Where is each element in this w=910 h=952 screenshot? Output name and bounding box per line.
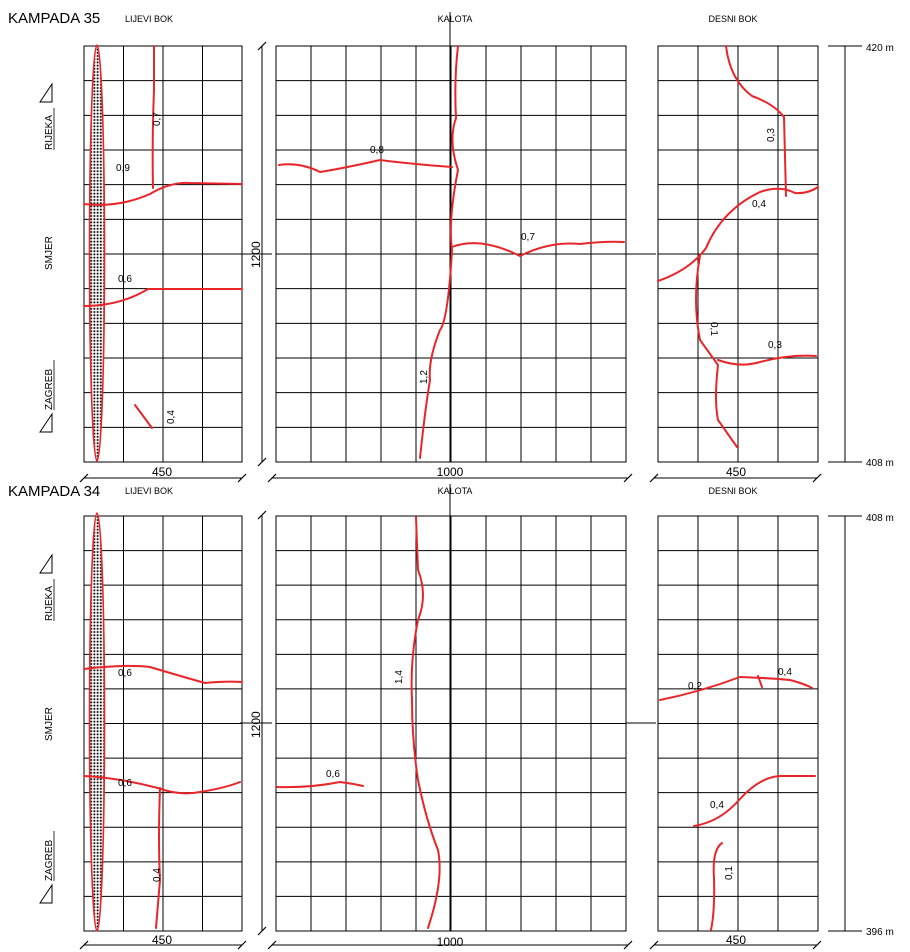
kampada-34-left-title: LIJEVI BOK [125, 486, 173, 496]
kampada-35-direction-legend: RIJEKA SMJER ZAGREB [39, 82, 55, 433]
crack-width-label: 0,8 [370, 145, 384, 156]
kampada-35-left-grid [83, 45, 243, 463]
kampada-35-crack-labels: 0,7 0,9 0,6 0,4 0,8 0,7 1,2 0,3 0,4 0,1 … [116, 112, 782, 424]
kampada-34-shotcrete-zone [88, 512, 106, 932]
arrow-up-icon [39, 553, 53, 574]
crack [757, 675, 763, 688]
crack [278, 158, 453, 174]
kampada-34-chainage-top: 408 m [866, 513, 894, 524]
kampada-35-height-label: 1200 [249, 241, 263, 268]
crack [451, 240, 625, 258]
crack-width-label: 0,7 [152, 112, 163, 126]
kampada-34-left-grid [83, 515, 243, 932]
crack [695, 255, 738, 448]
crack-width-label: 0,4 [166, 410, 177, 424]
kampada-35-shotcrete-zone [88, 44, 106, 462]
crack [657, 186, 819, 282]
crack-width-label: 0,2 [688, 681, 702, 692]
arrow-up-icon [39, 82, 53, 103]
arrow-down-icon [39, 412, 53, 433]
kampada-34-width-dimensions: 450 1000 450 [79, 933, 822, 950]
crack-width-label: 0,1 [708, 322, 719, 336]
kampada-35-right-width: 450 [726, 465, 746, 479]
kampada-34-height-label: 1200 [249, 711, 263, 738]
crack [155, 787, 162, 929]
crack-width-label: 0,4 [752, 199, 766, 210]
kampada-35-chainage-top: 420 m [866, 43, 894, 54]
rijeka-label: RIJEKA [44, 115, 55, 150]
crack [419, 45, 460, 459]
crack-width-label: 0,3 [768, 340, 782, 351]
kampada-34-right-width: 450 [726, 933, 746, 947]
kampada-35-cracks [83, 45, 819, 459]
kampada-35-right-grid [657, 45, 819, 463]
crack [693, 775, 816, 827]
kampada-34-chainage-bottom: 396 m [866, 927, 894, 938]
kampada-34-center-width: 1000 [437, 935, 464, 949]
kampada-35-width-dimensions: 450 1000 450 [79, 465, 822, 483]
kampada-34-cracks [83, 516, 816, 931]
crack-width-label: 0,1 [724, 866, 735, 880]
crack [83, 775, 241, 795]
kampada-35-chainage-bottom: 408 m [866, 458, 894, 469]
kampada-35-height-dimension: 1200 [249, 41, 267, 467]
kampada-35-left-width: 450 [152, 465, 172, 479]
crack [83, 664, 243, 685]
kampada-34-right-grid [657, 515, 819, 932]
kampada-34-center-grid [275, 515, 627, 932]
smjer-label: SMJER [44, 236, 55, 270]
crack [710, 842, 723, 931]
kampada-34-center-title: KALOTA [438, 486, 473, 496]
crack-width-label: 0,6 [118, 668, 132, 679]
crack [83, 181, 243, 206]
kampada-34-left-width: 450 [152, 933, 172, 947]
kampada-34-right-title: DESNI BOK [708, 486, 757, 496]
crack-width-label: 0,7 [521, 232, 535, 243]
kampada-34-panel: KAMPADA 34 LIJEVI BOK KALOTA DESNI BOK 1… [8, 483, 894, 950]
crack-width-label: 1,4 [394, 670, 405, 684]
crack [83, 288, 243, 307]
crack-width-label: 1,2 [419, 370, 430, 384]
kampada-34-title: KAMPADA 34 [8, 483, 100, 500]
kampada-35-title: KAMPADA 35 [8, 10, 100, 27]
crack-width-label: 0,3 [766, 128, 777, 142]
crack-width-label: 0,6 [118, 274, 132, 285]
crack-width-label: 0,6 [118, 778, 132, 789]
crack [276, 780, 364, 789]
crack-width-label: 0,9 [116, 163, 130, 174]
crack-width-label: 0,4 [152, 868, 163, 882]
crack [410, 516, 441, 929]
crack [134, 404, 153, 429]
kampada-34-chainage-scale: 408 m 396 m [828, 513, 894, 938]
zagreb-label: ZAGREB [44, 369, 55, 410]
zagreb-label: ZAGREB [44, 840, 55, 881]
crack [659, 675, 813, 701]
kampada-34-crack-labels: 0,6 0,6 0,4 1,4 0,6 0,2 0,4 0,4 0,1 [118, 667, 792, 882]
crack [725, 45, 787, 197]
kampada-35-chainage-scale: 420 m 408 m [828, 43, 894, 469]
kampada-35-right-title: DESNI BOK [708, 14, 757, 24]
crack [151, 45, 155, 189]
crack-width-label: 0,4 [778, 667, 792, 678]
arrow-down-icon [39, 883, 53, 904]
kampada-35-center-width: 1000 [437, 465, 464, 479]
kampada-34-height-dimension: 1200 [249, 510, 267, 936]
kampada-35-center-title: KALOTA [438, 14, 473, 24]
kampada-35-panel: KAMPADA 35 LIJEVI BOK KALOTA DESNI BOK 1… [8, 10, 894, 483]
kampada-34-direction-legend: RIJEKA SMJER ZAGREB [39, 553, 55, 904]
crack [717, 354, 817, 366]
smjer-label: SMJER [44, 707, 55, 741]
crack-width-label: 0,6 [326, 769, 340, 780]
rijeka-label: RIJEKA [44, 586, 55, 621]
kampada-35-left-title: LIJEVI BOK [125, 14, 173, 24]
crack-width-label: 0,4 [710, 800, 724, 811]
